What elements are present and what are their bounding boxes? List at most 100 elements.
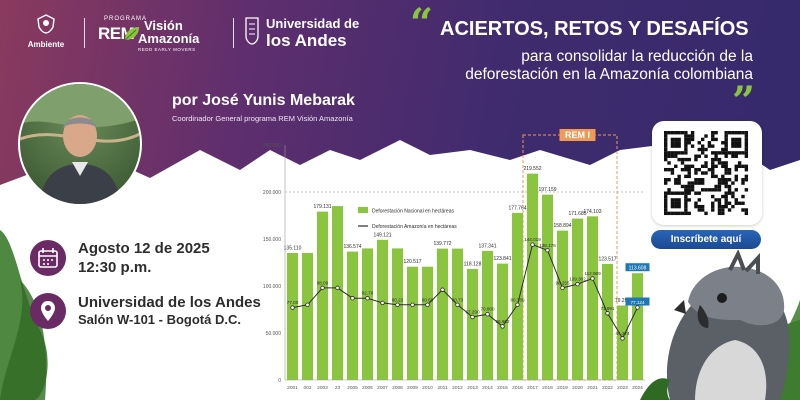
line-value-label: 70.800 (480, 307, 494, 312)
line-point (575, 281, 580, 287)
x-tick-label: 2001 (287, 385, 298, 391)
qr-module (744, 208, 749, 212)
line-point (560, 285, 565, 291)
qr-module (724, 131, 728, 135)
qr-module (667, 131, 671, 135)
qr-module (731, 144, 735, 148)
calendar-icon (38, 248, 58, 268)
qr-module (694, 178, 698, 182)
qr-module (684, 191, 688, 195)
qr-module (664, 211, 668, 216)
qr-module (690, 131, 695, 135)
bar-value-label: 197.159 (538, 187, 556, 193)
qr-module (721, 211, 725, 216)
x-tick-label: 2016 (512, 385, 523, 391)
qr-module (731, 181, 735, 185)
qr-module (721, 164, 725, 169)
event-time: 12:30 p.m. (78, 259, 152, 276)
qr-module (697, 198, 702, 202)
qr-code[interactable] (652, 121, 762, 225)
qr-module (700, 137, 705, 142)
qr-module (717, 208, 722, 212)
register-button[interactable]: Inscríbete aquí (651, 230, 761, 249)
qr-module (670, 171, 675, 175)
bar-deforestacion-nacional (376, 239, 389, 380)
qr-module (670, 131, 675, 135)
bar-value-label: 113.608 (629, 266, 647, 272)
qr-module (737, 137, 742, 142)
qr-module (734, 164, 738, 169)
harpy-eagle-illustration (640, 250, 790, 400)
qr-module (684, 147, 688, 152)
qr-module (697, 208, 702, 212)
qr-module (680, 151, 685, 155)
qr-module (664, 178, 668, 182)
qr-module (704, 211, 708, 216)
qr-module (664, 134, 668, 138)
qr-module (721, 161, 725, 165)
program-amazonia: Amazonía (138, 31, 200, 46)
line-value-label: 80.73 (452, 297, 464, 302)
header-divider (233, 18, 234, 48)
y-tick-label: 250.000 (263, 143, 281, 149)
x-tick-label: 2006 (362, 385, 373, 391)
qr-module (741, 151, 745, 155)
qr-module (684, 164, 688, 169)
qr-module (734, 144, 738, 148)
speaker-portrait (20, 84, 140, 204)
qr-module (694, 204, 698, 209)
qr-module (680, 191, 685, 195)
line-point (320, 285, 325, 291)
qr-card[interactable] (652, 121, 762, 225)
qr-module (670, 198, 675, 202)
qr-module (731, 204, 735, 209)
qr-module (727, 191, 732, 195)
qr-module (684, 144, 688, 148)
qr-module (697, 141, 702, 145)
qr-module (684, 141, 688, 145)
qr-module (717, 161, 722, 165)
qr-module (711, 161, 715, 165)
qr-module (694, 171, 698, 175)
qr-module (677, 201, 681, 205)
qr-module (707, 167, 712, 172)
bar-value-label: 174.103 (583, 209, 601, 215)
y-tick-label: 100.000 (263, 284, 281, 290)
qr-module (704, 164, 708, 169)
bar-deforestacion-nacional (331, 206, 344, 380)
qr-module (670, 167, 675, 172)
qr-module (734, 178, 738, 182)
qr-module (664, 154, 668, 158)
qr-module (717, 184, 722, 189)
line-point (290, 305, 295, 310)
qr-module (677, 191, 681, 195)
legend-swatch-bar (358, 207, 368, 213)
qr-module (674, 211, 678, 216)
qr-module (687, 141, 691, 145)
speaker-photo (18, 82, 142, 206)
qr-module (704, 161, 708, 165)
x-tick-label: 2003 (317, 385, 328, 391)
bar-deforestacion-nacional (361, 248, 374, 380)
qr-module (714, 154, 718, 158)
qr-module (717, 198, 722, 202)
qr-module (711, 157, 715, 162)
qr-module (687, 188, 691, 192)
qr-module (677, 151, 681, 155)
qr-module (741, 201, 745, 205)
ministry-name: Ambiente (27, 40, 65, 49)
line-point (365, 296, 370, 301)
x-tick-label: 002 (303, 385, 311, 391)
bar-deforestacion-nacional (436, 248, 449, 380)
qr-module (744, 154, 749, 158)
rem-annotation-tag (559, 129, 596, 141)
qr-module (724, 171, 728, 175)
qr-module (734, 167, 738, 172)
qr-module (714, 137, 718, 142)
y-tick-label: 150.000 (263, 237, 281, 243)
qr-module (711, 201, 715, 205)
qr-module (694, 154, 698, 158)
qr-module (727, 184, 732, 189)
program-vision: Visión (144, 18, 183, 33)
